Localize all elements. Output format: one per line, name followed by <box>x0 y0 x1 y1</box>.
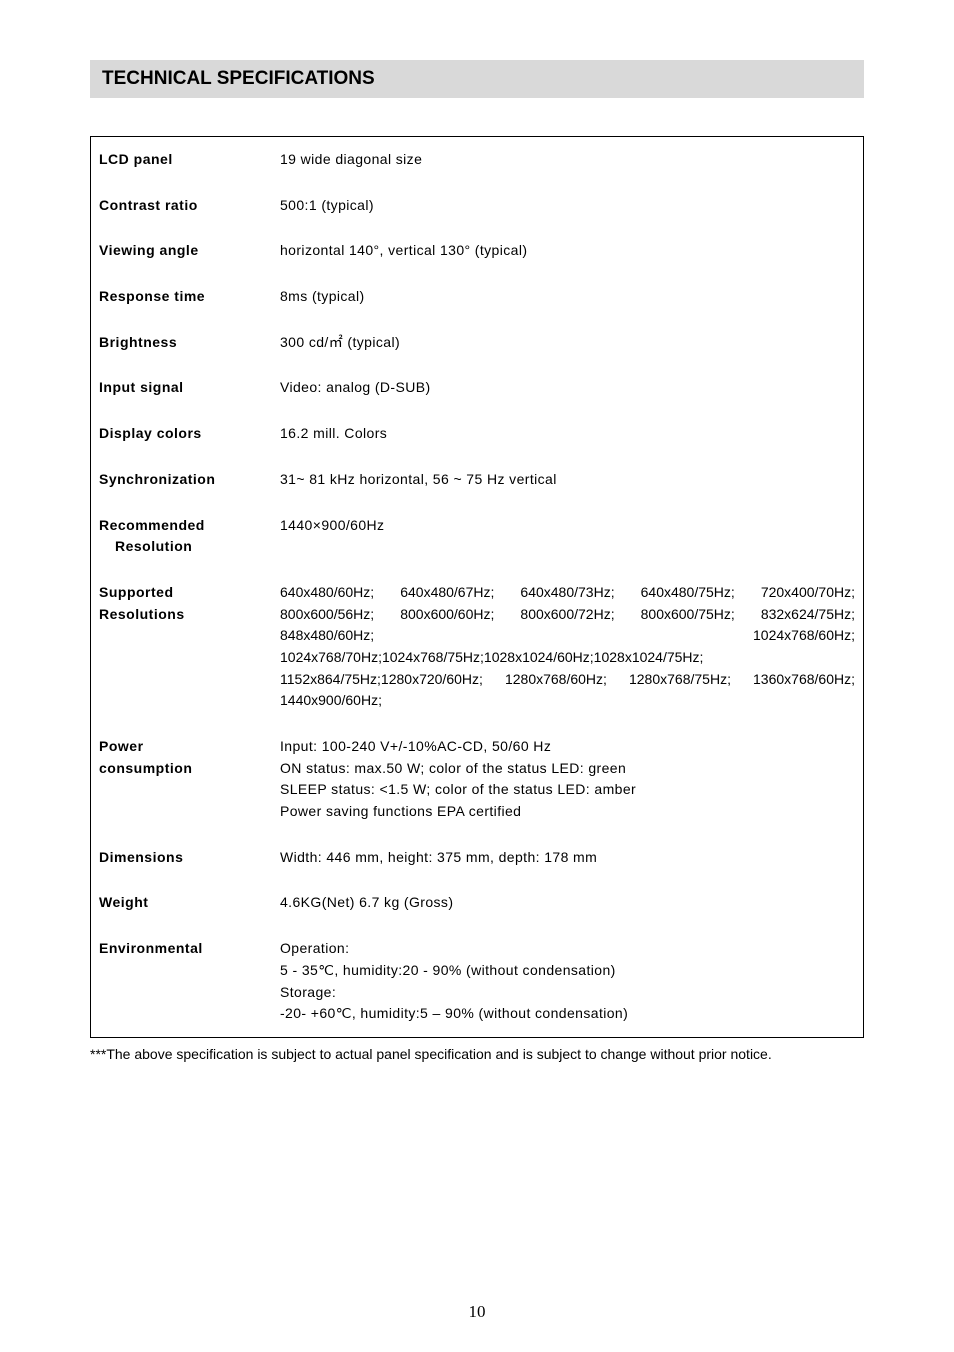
row-response: Response time 8ms (typical) <box>91 274 864 320</box>
env-l1: Operation: <box>280 940 349 956</box>
row-brightness: Brightness 300 cd/㎡ (typical) <box>91 320 864 366</box>
row-supported: Supported Resolutions 640x480/60Hz; 640x… <box>91 570 864 724</box>
power-l4: Power saving functions EPA certified <box>280 803 521 819</box>
label-recommended-l1: Recommended <box>99 517 205 533</box>
row-weight: Weight 4.6KG(Net) 6.7 kg (Gross) <box>91 880 864 926</box>
value-colors: 16.2 mill. Colors <box>272 411 864 457</box>
value-viewing: horizontal 140°, vertical 130° (typical) <box>272 228 864 274</box>
label-recommended-l2: Resolution <box>99 538 192 554</box>
value-dimensions: Width: 446 mm, height: 375 mm, depth: 17… <box>272 835 864 881</box>
row-lcd-panel: LCD panel 19 wide diagonal size <box>91 137 864 183</box>
value-sync: 31~ 81 kHz horizontal, 56 ~ 75 Hz vertic… <box>272 457 864 503</box>
value-supported: 640x480/60Hz; 640x480/67Hz; 640x480/73Hz… <box>272 570 864 724</box>
value-input: Video: analog (D-SUB) <box>272 365 864 411</box>
row-dimensions: Dimensions Width: 446 mm, height: 375 mm… <box>91 835 864 881</box>
label-weight: Weight <box>91 880 273 926</box>
power-l3: SLEEP status: <1.5 W; color of the statu… <box>280 781 636 797</box>
footnote: ***The above specification is subject to… <box>90 1044 864 1065</box>
label-input: Input signal <box>91 365 273 411</box>
label-supported-l2: Resolutions <box>99 606 185 622</box>
label-brightness: Brightness <box>91 320 273 366</box>
header-bar: TECHNICAL SPECIFICATIONS <box>90 60 864 98</box>
value-recommended: 1440×900/60Hz <box>272 503 864 570</box>
value-response: 8ms (typical) <box>272 274 864 320</box>
label-lcd-panel: LCD panel <box>91 137 273 183</box>
label-dimensions: Dimensions <box>91 835 273 881</box>
value-contrast: 500:1 (typical) <box>272 183 864 229</box>
label-contrast: Contrast ratio <box>91 183 273 229</box>
header-title: TECHNICAL SPECIFICATIONS <box>102 68 375 89</box>
row-sync: Synchronization 31~ 81 kHz horizontal, 5… <box>91 457 864 503</box>
power-l2: ON status: max.50 W; color of the status… <box>280 760 626 776</box>
page-number: 10 <box>0 1302 954 1322</box>
row-environmental: Environmental Operation: 5 - 35℃, humidi… <box>91 926 864 1037</box>
value-weight: 4.6KG(Net) 6.7 kg (Gross) <box>272 880 864 926</box>
row-colors: Display colors 16.2 mill. Colors <box>91 411 864 457</box>
row-recommended: Recommended Resolution 1440×900/60Hz <box>91 503 864 570</box>
value-brightness: 300 cd/㎡ (typical) <box>272 320 864 366</box>
value-lcd-panel: 19 wide diagonal size <box>272 137 864 183</box>
label-colors: Display colors <box>91 411 273 457</box>
row-contrast: Contrast ratio 500:1 (typical) <box>91 183 864 229</box>
env-l3: Storage: <box>280 984 336 1000</box>
power-l1: Input: 100-240 V+/-10%AC-CD, 50/60 Hz <box>280 738 551 754</box>
label-power-l1: Power <box>99 738 144 754</box>
label-response: Response time <box>91 274 273 320</box>
row-power: Power consumption Input: 100-240 V+/-10%… <box>91 724 864 835</box>
label-power: Power consumption <box>91 724 273 835</box>
label-viewing: Viewing angle <box>91 228 273 274</box>
label-sync: Synchronization <box>91 457 273 503</box>
label-power-l2: consumption <box>99 760 192 776</box>
row-input: Input signal Video: analog (D-SUB) <box>91 365 864 411</box>
label-supported-l1: Supported <box>99 584 174 600</box>
env-l2: 5 - 35℃, humidity:20 - 90% (without cond… <box>280 962 616 978</box>
value-power: Input: 100-240 V+/-10%AC-CD, 50/60 Hz ON… <box>272 724 864 835</box>
label-recommended: Recommended Resolution <box>91 503 273 570</box>
supported-text: 640x480/60Hz; 640x480/67Hz; 640x480/73Hz… <box>280 582 855 712</box>
label-supported: Supported Resolutions <box>91 570 273 724</box>
label-environmental: Environmental <box>91 926 273 1037</box>
value-environmental: Operation: 5 - 35℃, humidity:20 - 90% (w… <box>272 926 864 1037</box>
env-l4: -20- +60℃, humidity:5 – 90% (without con… <box>280 1005 628 1021</box>
spec-table: LCD panel 19 wide diagonal size Contrast… <box>90 136 864 1038</box>
row-viewing: Viewing angle horizontal 140°, vertical … <box>91 228 864 274</box>
